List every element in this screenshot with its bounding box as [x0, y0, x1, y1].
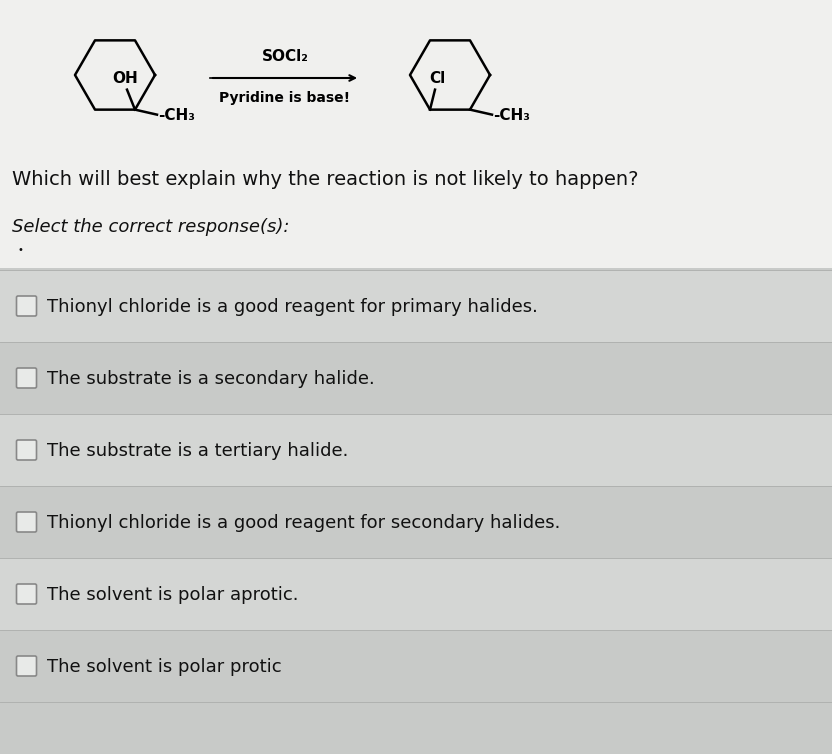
Text: Which will best explain why the reaction is not likely to happen?: Which will best explain why the reaction… — [12, 170, 638, 189]
FancyBboxPatch shape — [17, 584, 37, 604]
Text: The substrate is a tertiary halide.: The substrate is a tertiary halide. — [47, 442, 349, 460]
Bar — [0, 342, 832, 414]
Text: SOCl₂: SOCl₂ — [261, 49, 309, 64]
Bar — [0, 270, 832, 342]
FancyBboxPatch shape — [17, 368, 37, 388]
Bar — [0, 158, 832, 268]
Text: •: • — [18, 245, 24, 255]
Bar — [0, 486, 832, 558]
Bar — [0, 558, 832, 630]
Text: -CH₃: -CH₃ — [493, 108, 530, 123]
Bar — [0, 630, 832, 702]
Text: Thionyl chloride is a good reagent for primary halides.: Thionyl chloride is a good reagent for p… — [47, 298, 537, 316]
FancyBboxPatch shape — [17, 512, 37, 532]
Text: The substrate is a secondary halide.: The substrate is a secondary halide. — [47, 370, 374, 388]
FancyBboxPatch shape — [17, 656, 37, 676]
Text: Cl: Cl — [428, 71, 445, 86]
Bar — [0, 414, 832, 486]
Text: -CH₃: -CH₃ — [158, 108, 195, 123]
Bar — [0, 0, 832, 160]
Text: The solvent is polar protic: The solvent is polar protic — [47, 658, 281, 676]
Text: Select the correct response(s):: Select the correct response(s): — [12, 218, 290, 236]
Text: The solvent is polar aprotic.: The solvent is polar aprotic. — [47, 586, 299, 604]
Text: Pyridine is base!: Pyridine is base! — [220, 91, 350, 105]
FancyBboxPatch shape — [17, 440, 37, 460]
FancyBboxPatch shape — [17, 296, 37, 316]
Text: OH: OH — [112, 71, 138, 86]
Text: Thionyl chloride is a good reagent for secondary halides.: Thionyl chloride is a good reagent for s… — [47, 514, 561, 532]
